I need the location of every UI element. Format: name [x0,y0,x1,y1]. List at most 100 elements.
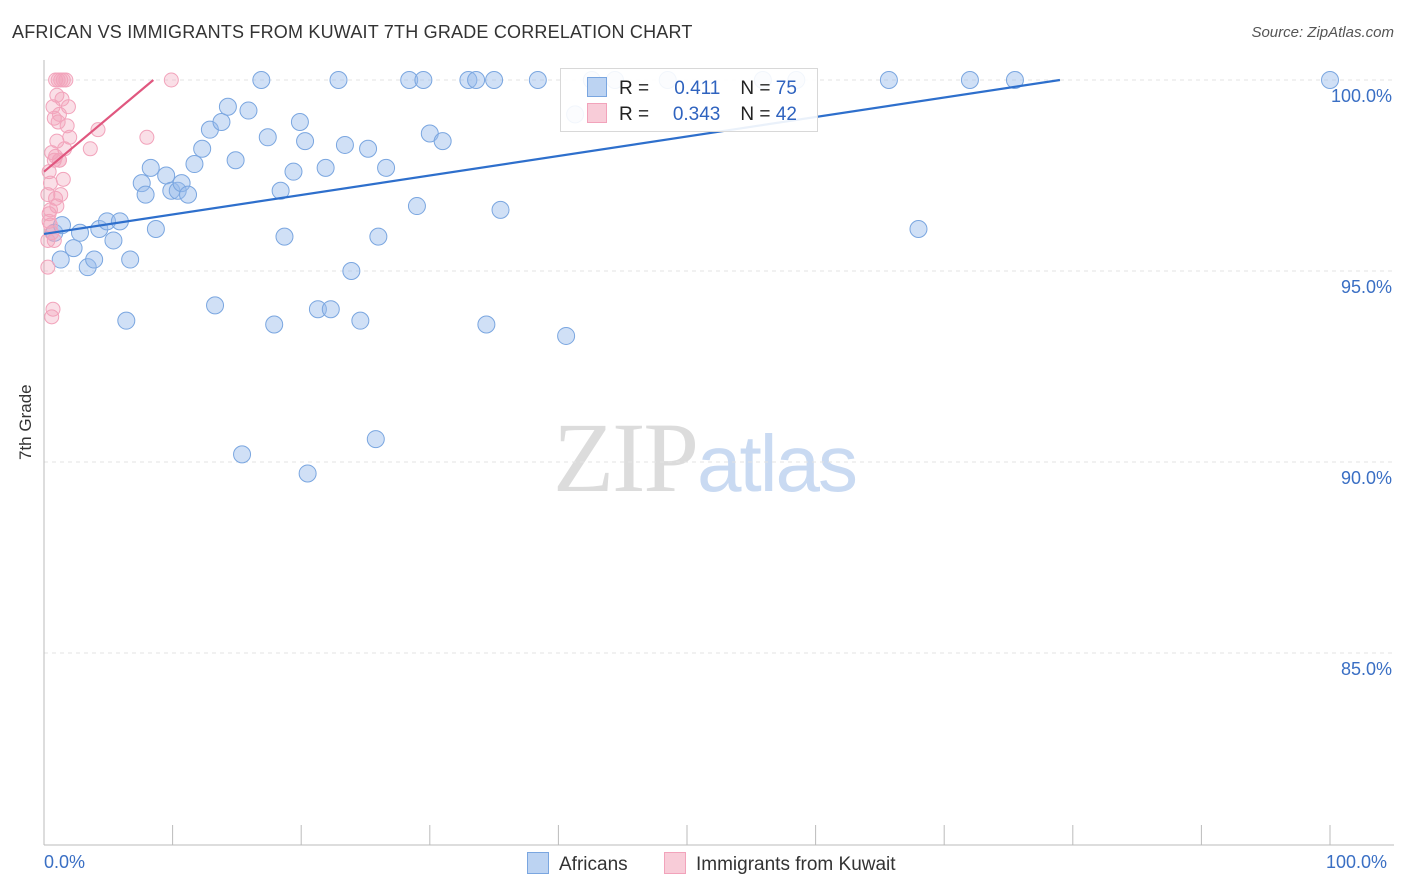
x-tick-label-max: 100.0% [1326,852,1388,872]
africans-point-45 [342,262,361,280]
legend-swatch-africans [587,77,607,97]
africans-point-34 [271,181,290,200]
source-label: Source: ZipAtlas.com [1251,24,1394,41]
africans-point-27 [218,97,237,116]
africans-point-47 [359,139,378,158]
kuwait-point-21 [53,187,69,203]
africans-point-61 [528,71,547,89]
legend-r-kuwait: 0.343 [672,104,721,125]
africans-point-69 [879,71,898,89]
kuwait-point-27 [58,72,74,88]
watermark-accent: atlas [697,419,858,508]
africans-point-14 [136,185,155,204]
africans-point-38 [296,132,315,151]
africans-point-35 [275,227,294,246]
chart-title: AFRICAN VS IMMIGRANTS FROM KUWAIT 7TH GR… [12,22,693,42]
africans-point-42 [321,300,340,319]
africans-point-3 [64,239,83,258]
legend-label: Africans [559,854,628,875]
kuwait-point-30 [62,129,78,145]
kuwait-point-16 [49,87,65,103]
legend-r-africans: 0.411 [674,78,721,99]
kuwait-point-38 [49,198,65,214]
kuwait-point-28 [59,118,75,134]
africans-point-39 [298,464,317,483]
y-tick-label-0: 100.0% [1330,86,1392,106]
kuwait-point-8 [44,309,60,325]
legend-n-africans: 75 [775,78,797,99]
x-tick-label-min: 0.0% [44,852,86,872]
africans-point-50 [377,158,396,177]
africans-point-41 [316,158,335,177]
stats-legend: R = 0.411 N = 75 R = 0.343 N = 42 [560,68,818,132]
legend-swatch [527,852,549,874]
africans-point-55 [433,132,452,151]
grid [44,79,1394,654]
kuwait-trend-line [43,79,155,173]
kuwait-point-34 [163,72,179,88]
africans-point-26 [212,113,231,132]
africans-point-17 [157,166,176,185]
africans-point-13 [132,174,151,193]
africans-point-25 [206,296,225,315]
africans-point-46 [351,311,370,330]
y-tick-label-2: 90.0% [1340,468,1392,488]
kuwait-point-24 [55,171,71,187]
africans-point-62 [557,326,576,345]
trend-lines [43,78,1061,236]
data-points [40,71,1339,483]
africans-point-52 [407,197,426,216]
africans-point-28 [226,151,245,170]
africans-point-44 [335,135,354,154]
africans-point-16 [146,219,165,238]
kuwait-point-3 [40,187,56,203]
africans-point-48 [366,430,385,449]
africans-point-59 [485,71,504,89]
kuwait-point-33 [139,129,155,145]
africans-point-43 [329,71,348,89]
africans-point-72 [1005,71,1024,89]
africans-point-70 [909,219,928,238]
legend-n-kuwait: 42 [775,104,797,125]
africans-point-31 [252,71,271,89]
legend-swatch [664,852,686,874]
africans-point-21 [179,185,198,204]
africans-point-49 [369,227,388,246]
africans-point-29 [233,445,252,464]
kuwait-point-41 [48,190,64,206]
africans-point-58 [477,315,496,334]
africans-point-30 [239,101,258,120]
africans-point-32 [258,128,277,147]
watermark: ZIPatlas [553,400,858,515]
legend-item-kuwait[interactable]: Immigrants from Kuwait [664,852,896,876]
kuwait-point-23 [54,91,70,107]
africans-point-56 [459,71,478,89]
africans-point-33 [265,315,284,334]
africans-point-73 [1321,71,1339,89]
africans-point-51 [400,71,419,89]
africans-trend-line [43,78,1061,236]
africans-point-23 [193,139,212,158]
legend-row-kuwait: R = 0.343 N = 42 [587,103,797,127]
africans-point-22 [185,155,204,174]
africans-point-11 [117,311,136,330]
africans-point-9 [104,231,123,250]
kuwait-point-0 [40,259,56,275]
kuwait-point-18 [50,114,66,130]
kuwait-point-36 [42,175,58,191]
y-tick-label-3: 85.0% [1340,659,1392,679]
legend-row-africans: R = 0.411 N = 75 [587,77,797,101]
watermark-main: ZIP [553,402,699,513]
axes [43,60,1394,846]
kuwait-point-9 [45,301,61,317]
kuwait-point-31 [82,141,98,157]
africans-point-71 [960,71,979,89]
legend-item-africans[interactable]: Africans [527,852,628,876]
y-axis-label: 7th Grade [16,384,35,460]
y-tick-label-1: 95.0% [1340,277,1392,297]
africans-point-15 [141,158,160,177]
africans-point-36 [284,162,303,181]
africans-point-40 [308,300,327,319]
africans-point-6 [85,250,104,269]
africans-point-18 [162,181,181,200]
